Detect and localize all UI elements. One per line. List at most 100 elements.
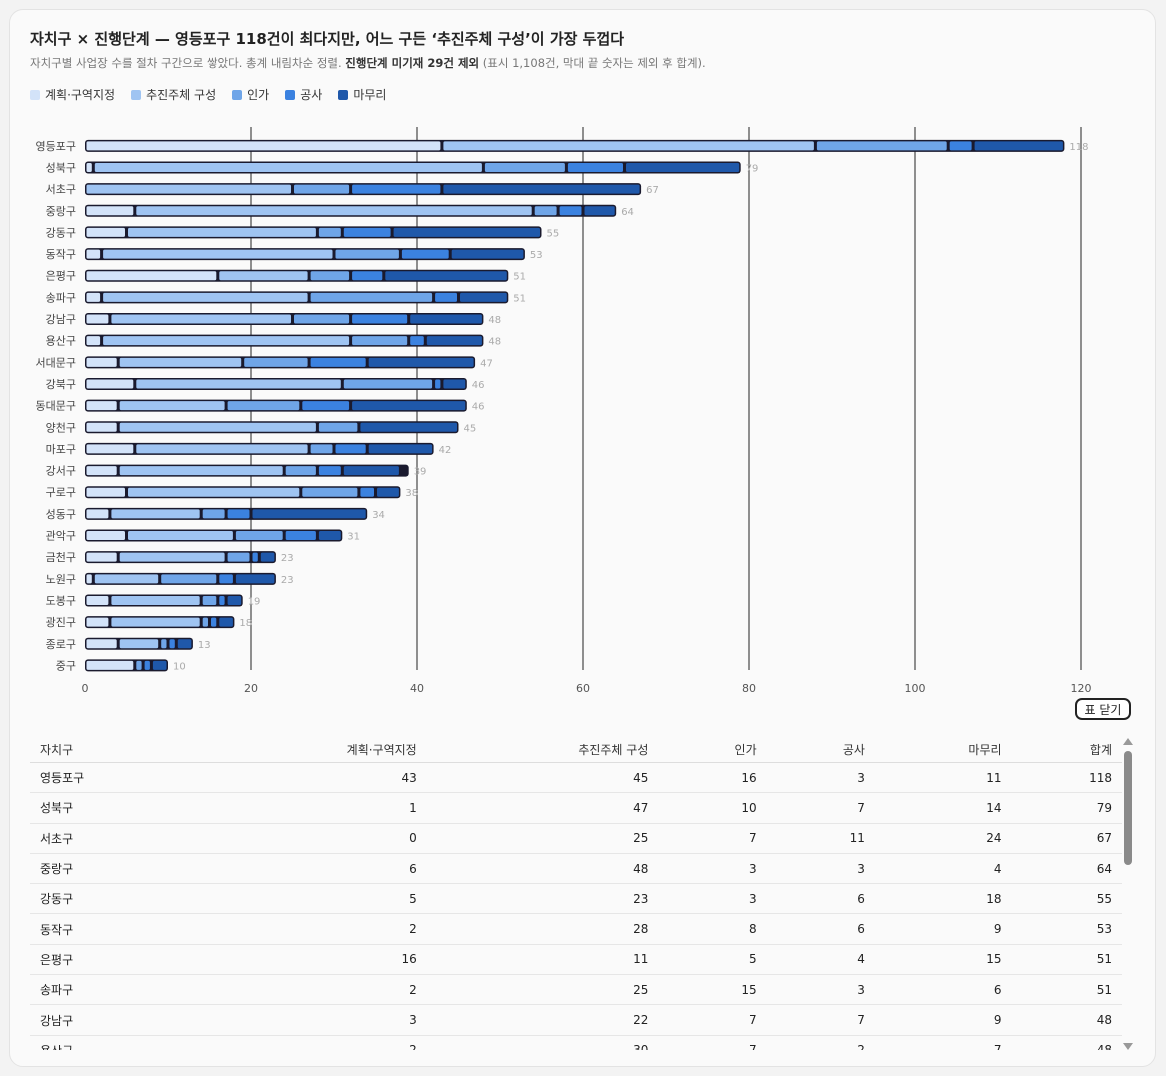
bar-total-label: 23: [281, 553, 294, 564]
bar-segment: [285, 466, 316, 476]
table-cell: 6: [874, 974, 1012, 1006]
table-cell: 25: [426, 823, 659, 854]
bar-segment: [318, 227, 341, 237]
bar-total-label: 45: [464, 423, 477, 434]
bar-segment: [86, 227, 125, 237]
table-cell: 5: [658, 944, 767, 976]
bar-segment: [111, 509, 200, 519]
legend-swatch: [232, 89, 243, 100]
table-cell: 22: [426, 1004, 659, 1036]
table-cell: 23: [426, 883, 659, 915]
bar-total-label: 23: [281, 575, 294, 586]
bar-segment: [86, 487, 125, 497]
table-cell: 성북구: [30, 792, 196, 824]
bar-segment: [86, 357, 117, 367]
table-cell: 7: [874, 1035, 1012, 1050]
bar-segment: [310, 292, 433, 302]
table-cell: 6: [766, 883, 875, 915]
bar-segment: [385, 271, 507, 281]
table-cell: 6: [766, 913, 875, 945]
bar-segment: [86, 595, 109, 605]
bar-segment: [377, 487, 399, 497]
legend-label: 마무리: [353, 88, 387, 102]
bar-total-label: 39: [414, 467, 427, 478]
column-header[interactable]: 자치구: [30, 736, 196, 763]
y-tick-label: 은평구: [46, 270, 76, 283]
bar-segment: [352, 271, 383, 281]
x-tick-label: 60: [576, 682, 590, 695]
scroll-up-arrow-icon[interactable]: [1123, 738, 1133, 745]
bar-segment: [235, 574, 275, 584]
table-cell: 동작구: [30, 913, 196, 945]
table-cell: 3: [658, 853, 767, 885]
table-cell: 30: [426, 1035, 659, 1050]
bar-segment: [310, 357, 366, 367]
scrollbar-thumb[interactable]: [1124, 751, 1132, 865]
bar-segment: [443, 184, 640, 194]
bar-segment: [86, 401, 117, 411]
x-tick-label: 80: [742, 682, 756, 695]
bar-segment: [252, 509, 366, 519]
bar-segment: [86, 531, 125, 541]
bar-segment: [310, 271, 350, 281]
table-cell: 3: [195, 1004, 427, 1036]
column-header[interactable]: 공사: [766, 736, 875, 763]
y-tick-label: 종로구: [46, 638, 76, 651]
scroll-down-arrow-icon[interactable]: [1123, 1043, 1133, 1050]
table-cell: 53: [1011, 913, 1122, 945]
bar-segment: [343, 466, 399, 476]
y-tick-label: 강북구: [46, 378, 76, 391]
table-row: 영등포구 43 45 16 3 11 118: [30, 762, 1122, 794]
column-header[interactable]: 합계: [1011, 736, 1122, 763]
x-tick-label: 20: [244, 682, 258, 695]
table-cell: 7: [658, 1004, 767, 1036]
column-header[interactable]: 추진주체 구성: [426, 736, 659, 763]
table-cell: 4: [874, 853, 1012, 885]
bar-segment: [161, 574, 217, 584]
bar-total-label: 34: [372, 510, 385, 521]
bar-segment: [86, 249, 101, 259]
legend-item: 인가: [232, 86, 269, 103]
bar-segment: [435, 292, 457, 302]
bar-segment: [119, 357, 242, 367]
table-cell: 3: [766, 974, 875, 1006]
legend-item: 추진주체 구성: [131, 86, 216, 103]
bar-total-label: 47: [480, 358, 493, 369]
data-table-container[interactable]: 자치구 계획·구역지정 추진주체 구성 인가 공사 마무리 합계 영등포구 43 45 16 3 11…: [30, 736, 1122, 1050]
bar-total-label: 46: [472, 402, 485, 413]
column-header[interactable]: 마무리: [874, 736, 1012, 763]
column-header[interactable]: 계획·구역지정: [195, 736, 427, 763]
table-cell: 5: [195, 883, 427, 915]
bar-total-label: 42: [439, 445, 452, 456]
table-scrollbar[interactable]: [1123, 738, 1133, 1050]
bar-segment: [949, 141, 972, 151]
y-tick-label: 서대문구: [36, 356, 76, 369]
legend-label: 추진주체 구성: [146, 88, 217, 102]
bar-segment: [86, 574, 92, 584]
table-cell: 서초구: [30, 823, 196, 854]
bar-segment: [401, 249, 449, 259]
table-cell: 25: [426, 974, 659, 1006]
bar-segment: [426, 336, 482, 346]
table-cell: 24: [874, 823, 1012, 854]
bar-segment: [227, 401, 300, 411]
bar-total-label: 31: [347, 532, 360, 543]
bar-segment: [410, 314, 482, 324]
y-tick-label: 양천구: [46, 420, 76, 434]
bar-segment: [335, 444, 366, 454]
table-cell: 2: [195, 974, 427, 1006]
table-cell: 11: [874, 762, 1012, 794]
table-cell: 3: [766, 853, 875, 885]
table-cell: 강동구: [30, 883, 196, 915]
bar-segment: [86, 444, 134, 454]
table-cell: 43: [195, 762, 427, 794]
bar-segment: [252, 552, 258, 562]
table-row: 강남구 3 22 7 7 9 48: [30, 1004, 1122, 1036]
legend-label: 공사: [300, 88, 323, 102]
table-cell: 9: [874, 1004, 1012, 1036]
legend-label: 인가: [247, 88, 270, 102]
table-cell: 28: [426, 913, 659, 945]
column-header[interactable]: 인가: [658, 736, 767, 763]
table-cell: 6: [195, 853, 427, 885]
table-toggle-button[interactable]: 표 닫기: [1075, 698, 1131, 720]
